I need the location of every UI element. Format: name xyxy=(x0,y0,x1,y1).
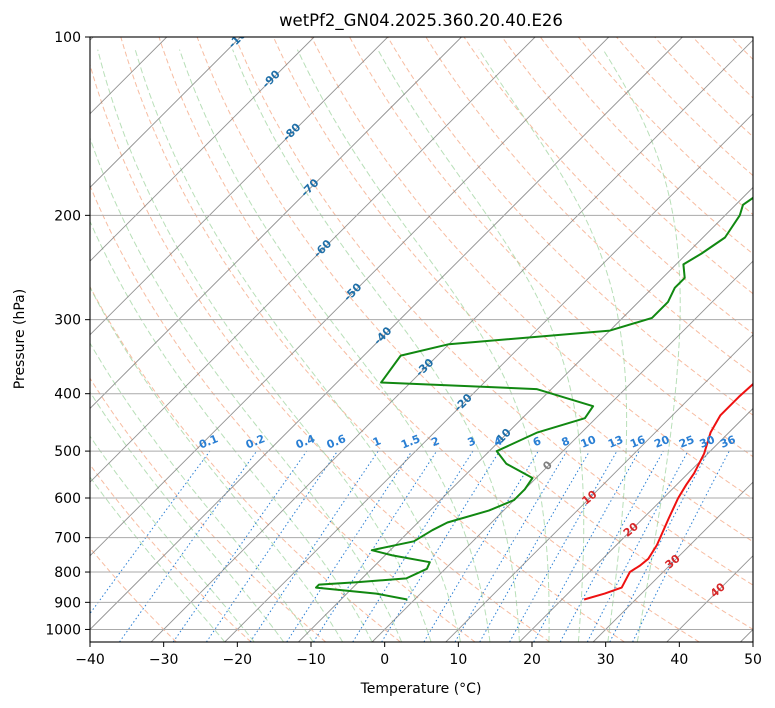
isotherm-line xyxy=(150,39,753,642)
isotherm-line xyxy=(90,37,389,336)
chart-title: wetPf2_GN04.2025.360.20.40.E26 xyxy=(279,11,563,31)
isotherm-line xyxy=(592,481,753,642)
isotherm-line xyxy=(90,37,462,410)
moist-adiabat xyxy=(296,49,550,642)
y-tick-label: 300 xyxy=(54,313,81,329)
mixing-ratio-label: 3 xyxy=(466,434,478,449)
mixing-ratio-label: 36 xyxy=(718,433,737,451)
mixing-ratio-label: 25 xyxy=(677,433,696,451)
isotherm-line xyxy=(90,37,610,557)
moist-adiabat xyxy=(478,49,628,642)
mixing-ratio-line xyxy=(172,450,308,642)
y-tick-label: 800 xyxy=(54,565,81,581)
x-tick-label: 30 xyxy=(597,652,615,668)
isotherm-line xyxy=(90,37,241,189)
x-tick-label: −10 xyxy=(296,652,326,668)
isotherm-line xyxy=(90,37,683,631)
y-tick-label: 500 xyxy=(54,444,81,460)
moist-adiabat xyxy=(90,391,285,642)
mixing-ratio-line xyxy=(632,450,730,642)
y-tick-label: 100 xyxy=(54,30,81,46)
x-tick-label: −30 xyxy=(149,652,179,668)
background-lines xyxy=(90,37,753,642)
mixing-ratio-label: 10 xyxy=(579,433,598,451)
dry-adiabat xyxy=(90,377,327,642)
mixing-ratio-line xyxy=(313,450,438,642)
temperature-line xyxy=(583,382,753,601)
isotherm-line xyxy=(224,113,753,642)
mixing-ratio-line xyxy=(119,450,258,642)
dry-adiabat xyxy=(387,37,753,416)
x-tick-label: 20 xyxy=(523,652,541,668)
dry-adiabat xyxy=(196,37,753,630)
moist-adiabat xyxy=(134,49,461,642)
y-tick-label: 1000 xyxy=(45,622,81,638)
dry-adiabat xyxy=(578,37,753,216)
isotherm-line xyxy=(298,186,753,642)
mixing-ratio-label: 30 xyxy=(698,433,717,451)
y-tick-label: 400 xyxy=(54,387,81,403)
dry-adiabat xyxy=(311,37,753,500)
moist-adiabat xyxy=(90,136,403,642)
x-axis: −40 −30 −20 −10 0 10 20 30 40 50 xyxy=(75,642,762,668)
mixing-ratio-label: 2 xyxy=(429,434,441,449)
dry-adiabat xyxy=(158,37,700,642)
plot-frame xyxy=(89,36,754,643)
y-tick-label: 700 xyxy=(54,531,81,547)
isotherm-line xyxy=(90,37,315,262)
moist-adiabat xyxy=(377,49,585,642)
mixing-ratio-line xyxy=(559,450,664,642)
isotherm-line xyxy=(519,407,753,642)
mixing-ratio-label: 8 xyxy=(560,434,572,449)
x-tick-label: 0 xyxy=(380,652,389,668)
dry-adiabat xyxy=(272,37,753,543)
mixing-ratio-line xyxy=(90,450,211,615)
dewpoint-line xyxy=(315,196,753,601)
mixing-ratio-line xyxy=(249,450,379,642)
dry-adiabat xyxy=(425,37,753,375)
profile-lines xyxy=(315,196,753,601)
dry-adiabat xyxy=(234,37,753,586)
isotherm-line xyxy=(445,334,753,642)
moist-adiabat xyxy=(602,49,681,642)
dry-adiabat xyxy=(539,37,753,255)
moist-adiabat xyxy=(90,476,226,642)
mixing-ratio-line xyxy=(509,450,618,642)
x-tick-label: −20 xyxy=(223,652,253,668)
dry-adiabat xyxy=(90,285,401,642)
y-axis: 100 200 300 400 500 600 700 800 900 1000 xyxy=(45,30,90,638)
mixing-ratio-line xyxy=(381,450,500,642)
mixing-ratio-label: 13 xyxy=(606,433,625,451)
mixing-ratio-line xyxy=(286,450,413,642)
dry-adiabat xyxy=(463,37,753,335)
x-tick-label: 40 xyxy=(670,652,688,668)
moist-adiabat xyxy=(232,49,520,642)
x-axis-label: Temperature (°C) xyxy=(360,681,482,697)
x-tick-label: 50 xyxy=(744,652,762,668)
dry-adiabat xyxy=(90,62,551,642)
mixing-ratio-label: 16 xyxy=(628,433,647,451)
moist-adiabat xyxy=(90,220,373,642)
moist-adiabat xyxy=(90,286,344,642)
isotherm-line xyxy=(371,260,753,642)
mixing-ratio-line xyxy=(352,450,474,642)
y-tick-label: 900 xyxy=(54,595,81,611)
moist-adiabat xyxy=(179,49,491,642)
isotherm-line xyxy=(90,37,536,483)
x-tick-label: −40 xyxy=(75,652,105,668)
y-tick-label: 600 xyxy=(54,491,81,507)
dry-adiabat xyxy=(120,37,625,642)
moist-adiabat xyxy=(90,435,255,642)
mixing-ratio-line xyxy=(205,450,338,642)
y-tick-label: 200 xyxy=(54,208,81,224)
moist-adiabat xyxy=(97,49,432,642)
mixing-ratio-label: 1 xyxy=(371,434,383,449)
mixing-ratio-label: 20 xyxy=(652,433,671,451)
y-axis-label: Pressure (hPa) xyxy=(12,289,28,389)
x-tick-label: 10 xyxy=(449,652,467,668)
mixing-ratio-line xyxy=(533,450,640,642)
